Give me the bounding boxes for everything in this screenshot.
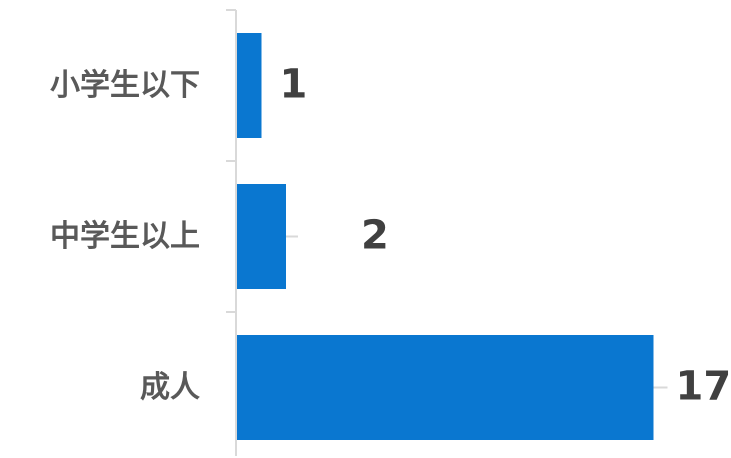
labels-layer: 小学生以下 1 中学生以上 2 成人 17 [50,62,731,410]
data-label-3: 17 [676,364,731,410]
bar-1 [237,33,262,138]
bar-3 [237,335,654,440]
category-label-3: 成人 [140,370,200,405]
axis-layer [226,9,237,456]
category-label-1: 小学生以下 [50,68,200,103]
bars-layer [237,33,654,440]
data-label-1: 1 [280,62,308,108]
category-label-2: 中学生以上 [50,219,200,254]
data-label-2: 2 [361,213,389,259]
bar-2 [237,184,286,289]
